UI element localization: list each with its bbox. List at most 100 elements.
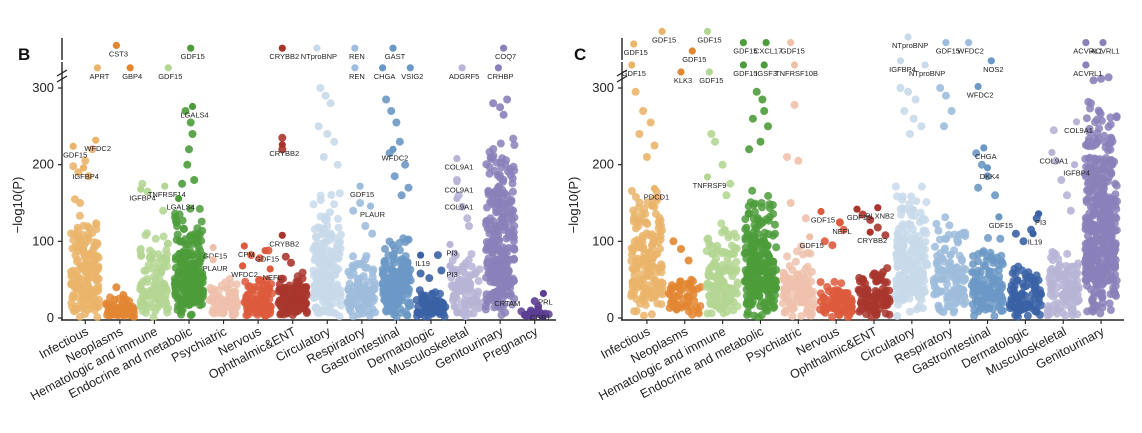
gene-label: VSIG2 (401, 72, 423, 81)
data-point (264, 283, 273, 292)
data-point (331, 309, 340, 318)
data-point (633, 216, 642, 225)
data-point (1093, 209, 1102, 218)
data-point (502, 234, 511, 243)
gene-label: CRTAM (494, 299, 520, 308)
data-point (712, 282, 721, 291)
gene-label: PRL (538, 298, 553, 307)
data-point (891, 182, 900, 191)
data-point (788, 300, 796, 309)
data-point (1105, 299, 1114, 308)
data-point (346, 307, 355, 316)
gene-label: PI3 (446, 270, 457, 279)
data-point (847, 297, 856, 306)
data-point (835, 288, 844, 297)
data-point (969, 252, 978, 261)
data-point (1105, 200, 1114, 209)
data-point (747, 239, 756, 248)
data-point (1013, 309, 1022, 318)
data-point (733, 280, 742, 289)
data-point (631, 193, 640, 201)
data-point (228, 309, 237, 318)
data-point (748, 275, 757, 284)
data-point (820, 237, 829, 246)
data-point (429, 308, 438, 317)
data-point (252, 299, 261, 308)
data-point (658, 279, 667, 288)
data-point (181, 277, 190, 286)
annotated-point (650, 184, 659, 193)
data-point (996, 234, 1005, 243)
data-point (744, 202, 753, 211)
data-point (728, 284, 737, 293)
data-point (1084, 97, 1093, 106)
data-point (785, 292, 794, 301)
data-point (797, 312, 806, 320)
data-point (830, 302, 839, 311)
data-point (711, 137, 719, 146)
data-point (206, 283, 215, 292)
data-point (484, 268, 493, 277)
data-point (278, 287, 287, 296)
data-point (898, 195, 907, 204)
annotated-point (313, 44, 321, 52)
data-point (714, 274, 723, 283)
y-tick-label: 200 (592, 157, 614, 172)
data-point (873, 300, 882, 309)
data-point (509, 233, 518, 242)
data-point (649, 195, 658, 204)
data-point (382, 307, 391, 316)
data-point (805, 289, 814, 298)
data-point (873, 223, 882, 232)
data-point (960, 292, 969, 301)
gene-label: ACVRL1 (1073, 69, 1102, 78)
data-point (819, 293, 828, 302)
data-point (400, 273, 409, 282)
data-point (757, 219, 765, 228)
data-point (390, 255, 399, 263)
data-point (314, 244, 323, 253)
data-point (972, 295, 980, 304)
gene-label: CHGA (975, 152, 997, 161)
data-point (640, 285, 649, 294)
series-dermatologic (1005, 214, 1046, 321)
annotated-point (658, 27, 666, 35)
y-tick-label: 0 (607, 310, 614, 325)
data-point (317, 230, 326, 239)
data-point (946, 258, 955, 267)
data-point (401, 252, 410, 261)
data-point (757, 311, 766, 320)
annotated-point (817, 207, 825, 216)
data-point (656, 244, 664, 253)
data-point (247, 251, 256, 260)
data-point (985, 304, 994, 313)
data-point (771, 283, 780, 292)
data-point (1073, 262, 1082, 271)
data-point (146, 286, 155, 295)
gene-label: GDF15 (936, 47, 960, 56)
data-point (935, 303, 943, 312)
data-point (436, 289, 444, 298)
data-point (159, 206, 168, 215)
data-point (437, 266, 446, 275)
data-point (919, 283, 928, 292)
data-point (402, 283, 411, 292)
data-point (1032, 290, 1041, 299)
gene-label: GDF15 (733, 69, 757, 78)
data-point (504, 255, 513, 264)
data-point (497, 311, 506, 319)
annotated-point (164, 64, 172, 72)
data-point (938, 274, 947, 283)
data-point (871, 287, 880, 295)
data-point (497, 267, 506, 275)
data-point (1095, 247, 1104, 256)
data-point (461, 281, 470, 290)
data-point (997, 251, 1006, 260)
data-point (325, 271, 334, 280)
data-point (816, 278, 825, 287)
data-point (366, 287, 375, 296)
data-point (401, 160, 410, 169)
data-point (85, 296, 94, 305)
data-point (416, 269, 425, 278)
gene-label: COL9A1 (445, 186, 474, 195)
